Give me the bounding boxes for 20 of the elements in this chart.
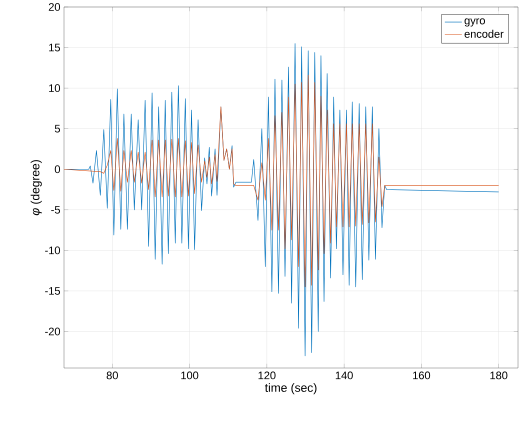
x-tick-label: 140: [336, 372, 353, 380]
y-tick-label: -20: [45, 328, 60, 336]
y-axis-title: φ (degree): [30, 160, 42, 216]
y-tick-label: 20: [48, 3, 60, 11]
y-tick-label: 0: [54, 165, 60, 174]
legend-label: encoder: [464, 30, 504, 38]
y-tick-label: 10: [49, 84, 60, 92]
legend-label: gyro: [464, 18, 485, 27]
x-tick-label: 180: [490, 372, 508, 380]
x-tick-label: 100: [181, 372, 198, 380]
y-tick-label: 5: [54, 124, 60, 133]
line-series: [64, 74, 499, 288]
y-tick-label: -15: [45, 287, 60, 295]
x-tick-label: 160: [413, 372, 430, 380]
x-tick-label: 80: [106, 372, 118, 380]
x-tick-label: 120: [258, 372, 276, 380]
y-tick-label: -5: [51, 206, 60, 214]
y-tick-label: -10: [45, 246, 60, 254]
x-axis-title: time (sec): [264, 383, 316, 394]
y-tick-label: 15: [49, 44, 60, 52]
